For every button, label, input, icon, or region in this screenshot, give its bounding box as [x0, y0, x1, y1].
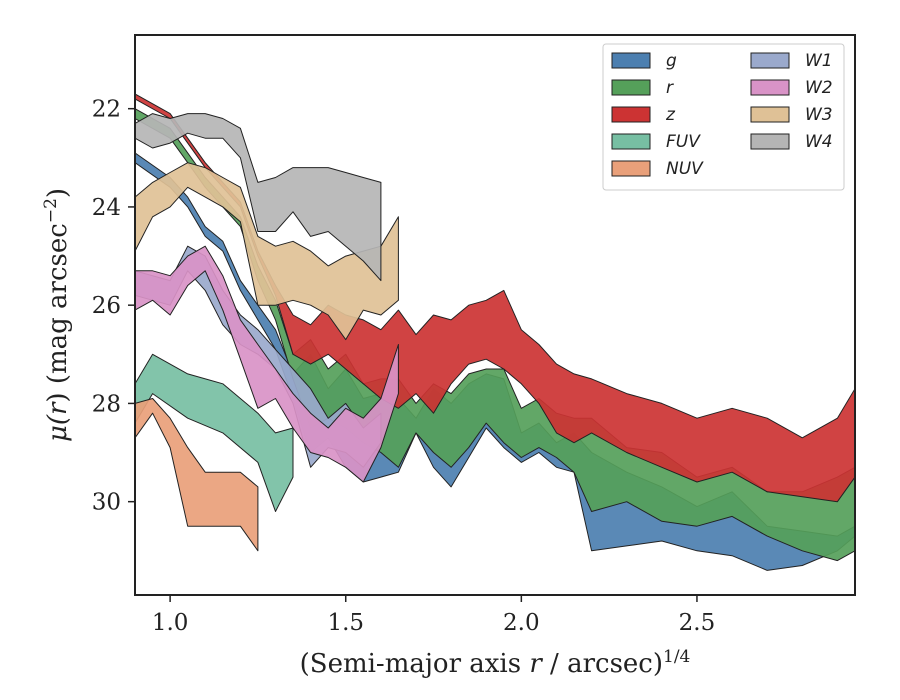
- x-axis-label: (Semi-major axis r / arcsec)1/4: [300, 647, 691, 679]
- band-w2: [135, 245, 399, 483]
- legend-swatch-z: [611, 106, 651, 123]
- band-nuv: [135, 398, 259, 552]
- x-tick-label: 1.5: [327, 610, 364, 636]
- legend-swatch-w1: [750, 52, 790, 69]
- y-tick-label: 22: [92, 97, 121, 123]
- bands-layer: [135, 93, 855, 571]
- legend-swatch-w4: [750, 133, 790, 150]
- x-tick-label: 2.0: [503, 610, 540, 636]
- legend-swatch-fuv: [611, 133, 651, 150]
- legend-label-w2: W2: [805, 78, 833, 98]
- legend-label-g: g: [666, 51, 677, 71]
- legend-swatch-g: [611, 52, 651, 69]
- x-tick-label: 1.0: [152, 610, 189, 636]
- band-w3: [135, 162, 399, 341]
- legend-swatch-w2: [750, 79, 790, 96]
- y-tick-label: 30: [92, 490, 121, 516]
- legend-label-w1: W1: [805, 51, 833, 71]
- legend-swatch-w3: [750, 106, 790, 123]
- legend-label-w3: W3: [805, 105, 833, 125]
- legend: grz FUV NUV W1 W2 W3 W4: [602, 43, 845, 191]
- legend-label-w4: W4: [805, 132, 833, 152]
- legend-label-z: z: [665, 105, 676, 125]
- plot-frame: [134, 34, 856, 596]
- band-fuv: [135, 353, 294, 512]
- y-axis-label: μ(r) (mag arcsec−2): [41, 188, 73, 442]
- x-tick-label: 2.5: [679, 610, 716, 636]
- ticks-layer: 1.0 1.5 2.0 2.5 22 24 26 28 30: [92, 97, 716, 636]
- legend-label-nuv: NUV: [666, 159, 704, 179]
- legend-swatch-nuv: [611, 160, 651, 177]
- y-tick-label: 28: [92, 391, 121, 417]
- y-tick-label: 24: [92, 195, 121, 221]
- y-tick-label: 26: [92, 293, 121, 319]
- legend-label-fuv: FUV: [666, 132, 701, 152]
- band-w4: [135, 113, 382, 282]
- legend-swatch-r: [611, 79, 651, 96]
- legend-label-r: r: [666, 78, 674, 98]
